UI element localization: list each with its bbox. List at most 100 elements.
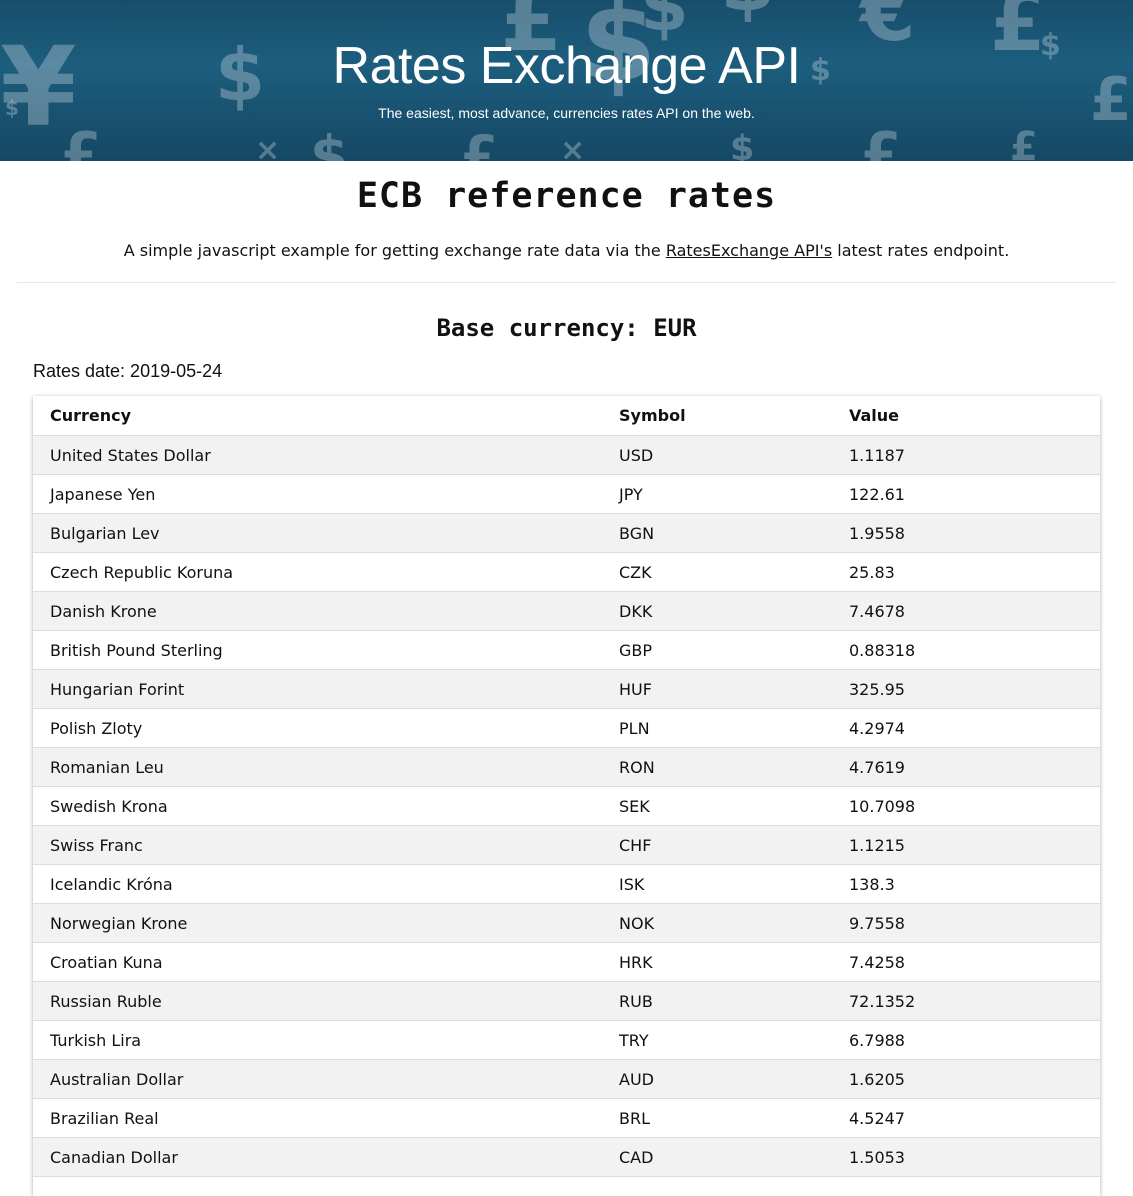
- table-row: Canadian Dollar CAD 1.5053: [33, 1137, 1100, 1177]
- currency-symbol-cell: RUB: [602, 981, 832, 1021]
- table-row: Russian Ruble RUB 72.1352: [33, 981, 1100, 1021]
- currency-symbol-cell: GBP: [602, 630, 832, 670]
- page-title: ECB reference rates: [356, 176, 777, 216]
- currency-name-cell: Turkish Lira: [33, 1020, 602, 1060]
- rates-exchange-api-link[interactable]: RatesExchange API's: [665, 241, 833, 260]
- currency-name-cell: Polish Zloty: [33, 708, 602, 748]
- currency-symbol-cell: CHF: [602, 825, 832, 865]
- currency-name-cell: Icelandic Króna: [33, 864, 602, 904]
- svg-text:$: $: [310, 124, 348, 161]
- currency-symbol-cell: TRY: [602, 1020, 832, 1060]
- rate-value-cell: 4.2974: [832, 708, 1100, 748]
- rate-value-cell: 325.95: [832, 669, 1100, 709]
- table-row: Swedish Krona SEK 10.7098: [33, 786, 1100, 826]
- rate-value-cell: 4.5247: [832, 1098, 1100, 1138]
- currency-symbol-cell: HRK: [602, 942, 832, 982]
- intro-suffix: latest rates endpoint.: [832, 241, 1010, 260]
- column-header-value: Value: [832, 396, 1100, 436]
- rate-value-cell: 72.1352: [832, 981, 1100, 1021]
- table-row: British Pound Sterling GBP 0.88318: [33, 630, 1100, 670]
- table-row: United States Dollar USD 1.1187: [33, 435, 1100, 475]
- svg-text:£: £: [860, 120, 902, 161]
- rates-date: Rates date: 2019-05-24: [33, 361, 223, 381]
- currency-name-cell: Russian Ruble: [33, 981, 602, 1021]
- currency-name-cell: Swedish Krona: [33, 786, 602, 826]
- svg-text:$: $: [730, 129, 754, 161]
- table-row: Turkish Lira TRY 6.7988: [33, 1020, 1100, 1060]
- rate-value-cell: 1.1187: [832, 435, 1100, 475]
- currency-name-cell: Brazilian Real: [33, 1098, 602, 1138]
- svg-text:¥: ¥: [0, 23, 77, 151]
- svg-text:×: ×: [560, 133, 585, 161]
- rates-table-body: United States Dollar USD 1.1187 Japanese Ye…: [33, 435, 1100, 1177]
- currency-name-cell: Japanese Yen: [33, 474, 602, 514]
- currency-symbol-cell: CAD: [602, 1137, 832, 1177]
- svg-text:$: $: [1040, 28, 1061, 63]
- svg-text:£: £: [60, 120, 102, 161]
- svg-text:$: $: [580, 0, 657, 106]
- rates-table-container: Currency Symbol Value United States Doll…: [33, 396, 1100, 1196]
- svg-text:$: $: [215, 33, 265, 117]
- currency-name-cell: Czech Republic Koruna: [33, 552, 602, 592]
- currency-symbol-cell: HUF: [602, 669, 832, 709]
- currency-symbol-cell: ISK: [602, 864, 832, 904]
- table-row: Czech Republic Koruna CZK 25.83: [33, 552, 1100, 592]
- table-row: Brazilian Real BRL 4.5247: [33, 1098, 1100, 1138]
- rate-value-cell: 10.7098: [832, 786, 1100, 826]
- svg-text:€: €: [858, 0, 916, 59]
- currency-symbol-cell: AUD: [602, 1059, 832, 1099]
- currency-symbols-background: ¥ $ £ $ £ £ $ $ $ $ € £ $ £ £ £ $ × × $: [0, 0, 1132, 161]
- table-row: Danish Krone DKK 7.4678: [33, 591, 1100, 631]
- currency-name-cell: British Pound Sterling: [33, 630, 602, 670]
- intro-prefix: A simple javascript example for getting …: [123, 241, 666, 260]
- rate-value-cell: 1.1215: [832, 825, 1100, 865]
- rate-value-cell: 25.83: [832, 552, 1100, 592]
- column-header-currency: Currency: [33, 396, 602, 436]
- hero-banner: ¥ $ £ $ £ £ $ $ $ $ € £ $ £ £ £ $ × × $ …: [0, 0, 1133, 161]
- svg-text:£: £: [1090, 65, 1132, 135]
- svg-text:$: $: [640, 0, 689, 47]
- intro-text: A simple javascript example for getting …: [0, 241, 1133, 260]
- hero-subtitle: The easiest, most advance, currencies ra…: [378, 105, 755, 121]
- svg-text:$: $: [5, 96, 19, 120]
- table-row: Croatian Kuna HRK 7.4258: [33, 942, 1100, 982]
- rate-value-cell: 4.7619: [832, 747, 1100, 787]
- currency-name-cell: Bulgarian Lev: [33, 513, 602, 553]
- currency-symbol-cell: USD: [602, 435, 832, 475]
- table-row: Japanese Yen JPY 122.61: [33, 474, 1100, 514]
- currency-symbol-cell: BRL: [602, 1098, 832, 1138]
- svg-text:£: £: [1010, 124, 1038, 161]
- svg-text:£: £: [990, 0, 1046, 69]
- rate-value-cell: 0.88318: [832, 630, 1100, 670]
- currency-name-cell: Hungarian Forint: [33, 669, 602, 709]
- table-header-row: Currency Symbol Value: [33, 396, 1100, 436]
- section-divider: [17, 282, 1116, 283]
- table-row: Hungarian Forint HUF 325.95: [33, 669, 1100, 709]
- hero-title: Rates Exchange API: [332, 37, 801, 95]
- table-row: Australian Dollar AUD 1.6205: [33, 1059, 1100, 1099]
- rate-value-cell: 122.61: [832, 474, 1100, 514]
- currency-name-cell: Canadian Dollar: [33, 1137, 602, 1177]
- rate-value-cell: 138.3: [832, 864, 1100, 904]
- table-row: Icelandic Króna ISK 138.3: [33, 864, 1100, 904]
- currency-name-cell: Australian Dollar: [33, 1059, 602, 1099]
- currency-symbol-cell: DKK: [602, 591, 832, 631]
- rate-value-cell: 9.7558: [832, 903, 1100, 943]
- column-header-symbol: Symbol: [602, 396, 832, 436]
- currency-symbol-cell: SEK: [602, 786, 832, 826]
- svg-text:$: $: [810, 53, 831, 88]
- currency-symbol-cell: NOK: [602, 903, 832, 943]
- currency-name-cell: United States Dollar: [33, 435, 602, 475]
- table-row: Bulgarian Lev BGN 1.9558: [33, 513, 1100, 553]
- rate-value-cell: 7.4678: [832, 591, 1100, 631]
- rate-value-cell: 6.7988: [832, 1020, 1100, 1060]
- rates-table: Currency Symbol Value United States Doll…: [33, 396, 1100, 1177]
- currency-symbol-cell: RON: [602, 747, 832, 787]
- currency-name-cell: Romanian Leu: [33, 747, 602, 787]
- rate-value-cell: 1.5053: [832, 1137, 1100, 1177]
- currency-name-cell: Swiss Franc: [33, 825, 602, 865]
- rate-value-cell: 1.9558: [832, 513, 1100, 553]
- svg-text:£: £: [460, 124, 498, 161]
- table-row: Norwegian Krone NOK 9.7558: [33, 903, 1100, 943]
- base-currency-heading: Base currency: EUR: [436, 314, 697, 342]
